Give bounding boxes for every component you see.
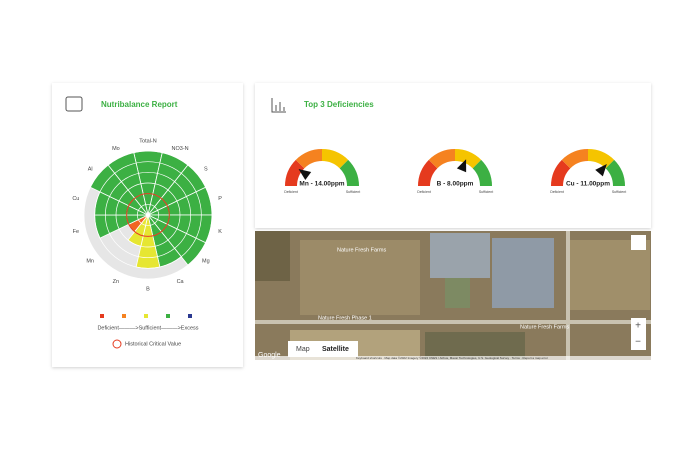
gauge-label: B - 8.00ppm xyxy=(437,181,474,188)
nutrient-label: P xyxy=(218,196,222,202)
gauge-segment xyxy=(428,149,455,169)
map-button[interactable]: Map xyxy=(296,346,310,353)
nutrient-label: Total-N xyxy=(139,138,156,144)
report-title: Nutribalance Report xyxy=(101,100,178,109)
ring xyxy=(83,150,213,280)
nutrient-label: Mg xyxy=(202,259,210,265)
map-place: Nature Fresh Farms xyxy=(520,324,569,330)
nutrient-label: Zn xyxy=(113,279,119,285)
nutrient-label: B xyxy=(146,286,150,292)
ring xyxy=(104,171,192,259)
svg-text:+: + xyxy=(635,321,641,332)
gauge-segment xyxy=(455,149,482,169)
nutrient-label: Cu xyxy=(72,196,79,202)
legend-swatch xyxy=(100,314,104,318)
nutrient-label: K xyxy=(218,229,222,235)
gauge-segment xyxy=(339,159,359,186)
nutrient-label: Mo xyxy=(112,146,120,152)
nutrient-label: Al xyxy=(88,166,93,172)
nutrient-label: Ca xyxy=(177,279,185,285)
gauge-segment xyxy=(605,159,625,186)
gauge-high: Sufficient xyxy=(346,190,360,194)
gauge-segment xyxy=(551,159,571,186)
legend-swatch xyxy=(122,314,126,318)
ring xyxy=(115,182,181,248)
gauge-segment xyxy=(588,149,615,169)
gauge-low: Deficient xyxy=(284,190,298,194)
map-logo: Google xyxy=(258,352,281,359)
map-place: Nature Fresh Phase 1 xyxy=(318,315,372,321)
legend-swatch xyxy=(188,314,192,318)
gauge-segment xyxy=(418,159,438,186)
legend-scale: Deficient———>Sufficient———>Excess xyxy=(97,325,198,331)
critical-icon xyxy=(112,339,122,349)
gauge-label: Cu - 11.00ppm xyxy=(566,181,610,188)
gauge-segment xyxy=(285,159,305,186)
legend-critical: Historical Critical Value xyxy=(125,341,181,347)
report-icon xyxy=(65,96,83,112)
gauge-segment xyxy=(472,159,492,186)
gauge-high: Sufficient xyxy=(479,190,493,194)
deficiency-icon xyxy=(271,98,286,113)
gauge-segment xyxy=(322,149,349,169)
polar-chart: Total-N NO3-N S P K Mg Ca B Zn Mn Fe Cu Al Mo xyxy=(72,138,222,292)
gauge-segment xyxy=(295,149,322,169)
legend-swatch xyxy=(144,314,148,318)
map-place: Nature Fresh Farms xyxy=(337,247,386,253)
nutrient-label: Fe xyxy=(73,229,79,235)
map: + − xyxy=(255,231,651,360)
gauge-needle xyxy=(298,168,312,181)
svg-text:−: − xyxy=(635,337,641,348)
satellite-button[interactable]: Satellite xyxy=(322,346,349,353)
gauge-needle xyxy=(456,159,467,173)
nutrient-label: NO3-N xyxy=(172,146,189,152)
legend-swatch xyxy=(166,314,170,318)
deficiency-title: Top 3 Deficiencies xyxy=(304,100,374,109)
ring xyxy=(136,203,160,227)
critical-ring xyxy=(126,193,170,237)
gauge-label: Mn - 14.00ppm xyxy=(299,181,344,188)
map-attribution: Keyboard shortcuts · Map data ©2022 Imag… xyxy=(356,356,548,360)
gauge-segment xyxy=(561,149,588,169)
legend xyxy=(100,314,192,318)
nutrient-label: Mn xyxy=(86,259,94,265)
ring xyxy=(94,161,202,269)
gauge-high: Sufficient xyxy=(612,190,626,194)
gauge-low: Deficient xyxy=(417,190,431,194)
nutrient-label: S xyxy=(204,166,208,172)
gauge-needle xyxy=(595,163,607,177)
gauge-low: Deficient xyxy=(550,190,564,194)
